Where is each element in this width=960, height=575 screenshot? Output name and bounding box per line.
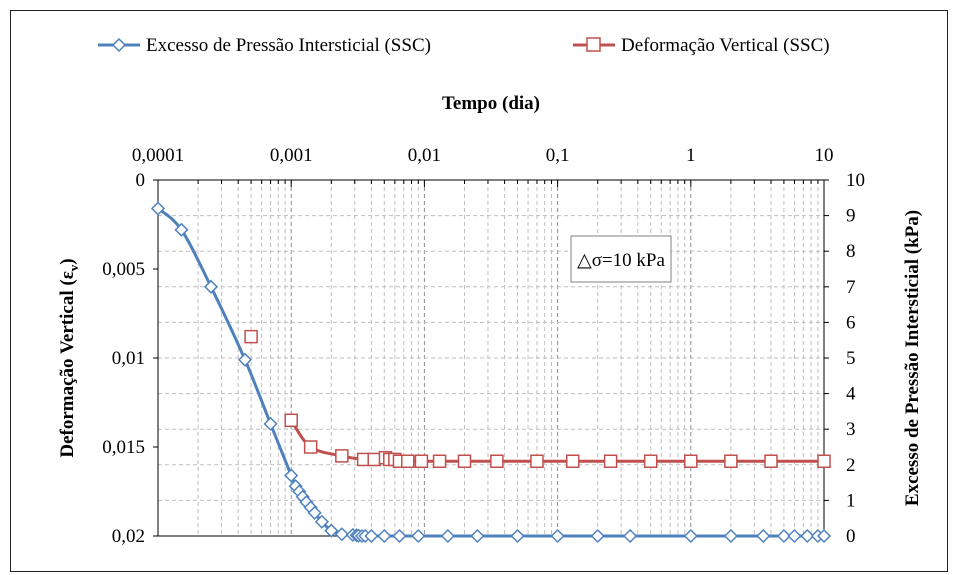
right-tick-label: 6 xyxy=(846,312,856,333)
data-point-pore-pressure xyxy=(440,528,455,544)
data-point-pore-pressure xyxy=(203,279,219,294)
left-tick-label: 0 xyxy=(136,170,146,191)
data-point-pore-pressure xyxy=(470,528,485,544)
right-tick-label: 7 xyxy=(846,277,856,298)
right-tick-label: 4 xyxy=(846,384,856,405)
legend-item-pore-pressure: Excesso de Pressão Intersticial (SSC) xyxy=(98,35,431,56)
tick-labels: 0,0001 0,001 0,01 0,1 1 1000,0050,010,0150,02… xyxy=(102,145,865,547)
x-tick-label: 0,0001 xyxy=(132,145,184,166)
data-point-vertical-strain xyxy=(335,449,349,463)
data-point-pore-pressure xyxy=(800,528,815,544)
left-tick-label: 0,01 xyxy=(112,348,145,369)
data-point-pore-pressure xyxy=(263,416,278,431)
data-point-pore-pressure xyxy=(150,201,166,216)
right-tick-label: 5 xyxy=(846,348,856,369)
data-point-vertical-strain xyxy=(603,454,618,468)
left-tick-label: 0,02 xyxy=(112,526,145,547)
left-tick-label: 0,015 xyxy=(102,437,145,458)
annotation-box xyxy=(570,235,672,283)
data-point-vertical-strain xyxy=(764,454,778,468)
data-point-vertical-strain xyxy=(684,454,698,468)
data-point-pore-pressure xyxy=(237,352,253,367)
right-axis-title: Excesso de Pressão Intersticial (kPa) xyxy=(902,210,923,506)
right-tick-label: 9 xyxy=(846,206,856,227)
data-point-vertical-strain xyxy=(244,329,258,344)
data-point-vertical-strain xyxy=(817,454,831,468)
data-point-pore-pressure xyxy=(324,523,339,538)
legend: Excesso de Pressão Intersticial (SSC) De… xyxy=(98,35,830,56)
right-tick-label: 1 xyxy=(846,490,856,511)
data-point-pore-pressure xyxy=(623,528,638,544)
data-point-pore-pressure xyxy=(334,527,349,542)
x-tick-label: 1 xyxy=(686,145,696,166)
data-point-vertical-strain xyxy=(566,454,580,468)
data-point-pore-pressure xyxy=(284,468,299,483)
data-point-vertical-strain xyxy=(457,454,472,468)
series-line-pore-pressure xyxy=(156,207,824,538)
data-point-pore-pressure xyxy=(683,528,698,544)
data-point-vertical-strain xyxy=(414,454,429,468)
data-point-pore-pressure xyxy=(364,528,379,544)
legend-marker-pore-pressure xyxy=(111,37,127,53)
chart-frame xyxy=(10,10,948,572)
data-point-vertical-strain xyxy=(643,454,658,468)
data-point-pore-pressure xyxy=(510,528,525,544)
data-point-vertical-strain xyxy=(490,454,504,468)
data-point-vertical-strain xyxy=(303,440,318,454)
x-tick-label: 0,01 xyxy=(408,145,441,166)
data-point-pore-pressure xyxy=(590,528,605,544)
data-point-pore-pressure xyxy=(816,528,832,544)
right-tick-label: 0 xyxy=(846,526,856,547)
x-tick-label: 0,1 xyxy=(546,145,570,166)
annotation: △σ=10 kPa xyxy=(570,235,672,283)
legend-label-vertical-strain: Deformação Vertical (SSC) xyxy=(621,35,830,56)
right-tick-label: 3 xyxy=(846,419,856,440)
gridlines xyxy=(158,180,824,536)
data-point-vertical-strain xyxy=(432,454,447,468)
data-point-pore-pressure xyxy=(411,528,426,544)
data-point-vertical-strain xyxy=(367,452,381,467)
data-point-pore-pressure xyxy=(314,514,329,529)
legend-marker-vertical-strain xyxy=(586,37,601,52)
data-point-vertical-strain xyxy=(284,413,298,428)
data-point-pore-pressure xyxy=(787,528,802,544)
annotation-text: △σ=10 kPa xyxy=(577,250,665,271)
x-axis-title: Tempo (dia) xyxy=(442,93,540,114)
legend-label-pore-pressure: Excesso de Pressão Intersticial (SSC) xyxy=(146,35,431,56)
data-point-pore-pressure xyxy=(392,528,407,544)
data-point-pore-pressure xyxy=(723,528,738,544)
series-layer xyxy=(150,201,832,544)
data-point-vertical-strain xyxy=(530,454,544,468)
data-point-pore-pressure xyxy=(174,222,189,237)
x-tick-label: 0,001 xyxy=(270,145,313,166)
data-point-pore-pressure xyxy=(776,528,791,544)
data-point-vertical-strain xyxy=(401,454,415,468)
right-tick-label: 10 xyxy=(846,170,865,191)
left-axis-title: Deformação Vertical (εv) xyxy=(57,258,81,457)
data-point-pore-pressure xyxy=(377,528,392,544)
data-point-vertical-strain xyxy=(724,454,738,468)
left-tick-label: 0,005 xyxy=(102,259,145,280)
data-point-pore-pressure xyxy=(756,528,771,544)
data-point-pore-pressure xyxy=(550,528,565,544)
data-point-pore-pressure xyxy=(307,505,322,520)
right-tick-label: 8 xyxy=(846,241,856,262)
x-tick-label: 10 xyxy=(815,145,834,166)
right-tick-label: 2 xyxy=(846,455,856,476)
legend-item-vertical-strain: Deformação Vertical (SSC) xyxy=(573,35,830,56)
